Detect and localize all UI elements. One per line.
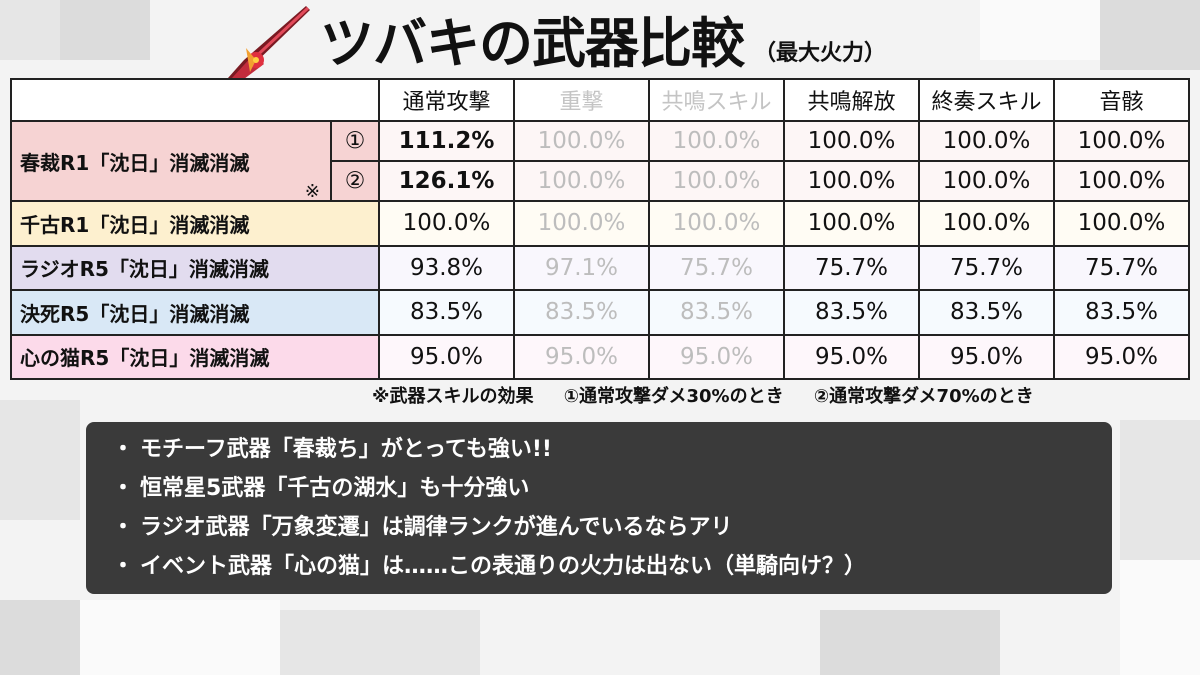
background-square [1120, 560, 1200, 675]
value-cell: 95.0% [783, 333, 920, 381]
column-header: 共鳴スキル [648, 78, 785, 122]
table-row: 春裁R1「沈日」消滅消滅 ※ ① 111.2% 100.0% 100.0% 10… [10, 119, 1190, 203]
value-cell: 100.0% [918, 160, 1055, 203]
value-cell: 75.7% [648, 244, 785, 292]
background-square [60, 0, 150, 60]
value-cell: 100.0% [918, 119, 1055, 163]
value-cell: 100.0% [783, 119, 920, 163]
summary-item: ・恒常星5武器「千古の湖水」も十分強い [112, 469, 1086, 508]
weapon-name: 春裁R1「沈日」消滅消滅 [20, 150, 250, 175]
case-label: ② [330, 160, 380, 203]
bullet-marker: ・ [112, 554, 135, 579]
value-cell: 95.0% [378, 333, 515, 381]
footnote-item: ②通常攻撃ダメ70%のとき [813, 386, 1034, 407]
table-row: 心の猫R5「沈日」消滅消滅 95.0% 95.0% 95.0% 95.0% 95… [10, 333, 1190, 381]
background-square [0, 0, 60, 60]
weapon-name: ラジオR5「沈日」消滅消滅 [10, 244, 380, 292]
value-cell: 100.0% [1053, 160, 1190, 203]
value-cell: 111.2% [378, 119, 515, 163]
case-label: ① [330, 119, 380, 163]
column-header: 音骸 [1053, 78, 1190, 122]
background-square [1120, 420, 1200, 560]
background-square [0, 600, 80, 675]
summary-text: 恒常星5武器「千古の湖水」も十分強い [140, 476, 530, 501]
weapon-name: 決死R5「沈日」消滅消滅 [10, 289, 380, 336]
title-sub: （最大火力） [754, 41, 887, 66]
background-square [280, 610, 480, 675]
value-cell: 100.0% [783, 200, 920, 247]
value-cell: 100.0% [783, 160, 920, 203]
value-cell: 95.0% [513, 333, 650, 381]
weapon-comparison-table: 通常攻撃 重撃 共鳴スキル 共鳴解放 終奏スキル 音骸 春裁R1「沈日」消滅消滅… [10, 78, 1190, 381]
value-cell: 100.0% [513, 119, 650, 163]
value-cell: 75.7% [1053, 244, 1190, 292]
bullet-marker: ・ [112, 476, 135, 501]
value-cell: 83.5% [648, 289, 785, 336]
value-cell: 100.0% [648, 160, 785, 203]
table-header-row: 通常攻撃 重撃 共鳴スキル 共鳴解放 終奏スキル 音骸 [10, 78, 1190, 122]
value-cell: 75.7% [918, 244, 1055, 292]
summary-item: ・モチーフ武器「春裁ち」がとっても強い!! [112, 430, 1086, 469]
table-row: ラジオR5「沈日」消滅消滅 93.8% 97.1% 75.7% 75.7% 75… [10, 244, 1190, 292]
bullet-marker: ・ [112, 515, 135, 540]
summary-panel: ・モチーフ武器「春裁ち」がとっても強い!! ・恒常星5武器「千古の湖水」も十分強… [86, 422, 1112, 594]
value-cell: 97.1% [513, 244, 650, 292]
title-main: ツバキの武器比較 [320, 12, 745, 75]
value-cell: 100.0% [648, 200, 785, 247]
value-cell: 95.0% [1053, 333, 1190, 381]
value-cell: 100.0% [918, 200, 1055, 247]
header-blank [10, 78, 380, 122]
summary-text: モチーフ武器「春裁ち」がとっても強い!! [140, 437, 552, 462]
column-header: 終奏スキル [918, 78, 1055, 122]
table-row: 千古R1「沈日」消滅消滅 100.0% 100.0% 100.0% 100.0%… [10, 200, 1190, 247]
weapon-name: 千古R1「沈日」消滅消滅 [10, 200, 380, 247]
value-cell: 95.0% [648, 333, 785, 381]
value-cell: 100.0% [513, 160, 650, 203]
weapon-name: 心の猫R5「沈日」消滅消滅 [10, 333, 380, 381]
value-cell: 83.5% [1053, 289, 1190, 336]
background-square [80, 600, 280, 675]
column-header: 共鳴解放 [783, 78, 920, 122]
background-square [0, 400, 80, 520]
table-row: 決死R5「沈日」消滅消滅 83.5% 83.5% 83.5% 83.5% 83.… [10, 289, 1190, 336]
summary-text: イベント武器「心の猫」は……この表通りの火力は出ない（単騎向け？） [140, 554, 867, 579]
column-header: 通常攻撃 [378, 78, 515, 122]
value-cell: 93.8% [378, 244, 515, 292]
value-cell: 100.0% [378, 200, 515, 247]
note-mark: ※ [304, 181, 320, 202]
footnote-item: ①通常攻撃ダメ30%のとき [563, 386, 784, 407]
sword-icon [228, 6, 310, 82]
value-cell: 100.0% [1053, 200, 1190, 247]
summary-item: ・ラジオ武器「万象変遷」は調律ランクが進んでいるならアリ [112, 508, 1086, 547]
weapon-name-cell: 春裁R1「沈日」消滅消滅 ※ [10, 119, 332, 203]
value-cell: 83.5% [918, 289, 1055, 336]
value-cell: 83.5% [378, 289, 515, 336]
value-cell: 126.1% [378, 160, 515, 203]
summary-list: ・モチーフ武器「春裁ち」がとっても強い!! ・恒常星5武器「千古の湖水」も十分強… [112, 430, 1086, 586]
value-cell: 83.5% [513, 289, 650, 336]
value-cell: 100.0% [648, 119, 785, 163]
background-square [980, 0, 1100, 60]
value-cell: 100.0% [513, 200, 650, 247]
summary-item: ・イベント武器「心の猫」は……この表通りの火力は出ない（単騎向け？） [112, 547, 1086, 586]
background-square [820, 610, 1000, 675]
page-title: ツバキの武器比較 （最大火力） [320, 0, 886, 80]
bullet-marker: ・ [112, 437, 135, 462]
value-cell: 75.7% [783, 244, 920, 292]
table-row: ② 126.1% 100.0% 100.0% 100.0% 100.0% 100… [11, 160, 1190, 203]
value-cell: 83.5% [783, 289, 920, 336]
background-square [1100, 0, 1200, 70]
footnote: ※武器スキルの効果 ①通常攻撃ダメ30%のとき ②通常攻撃ダメ70%のとき [372, 382, 1058, 408]
value-cell: 95.0% [918, 333, 1055, 381]
value-cell: 100.0% [1053, 119, 1190, 163]
column-header: 重撃 [513, 78, 650, 122]
footnote-item: ※武器スキルの効果 [372, 386, 534, 407]
summary-text: ラジオ武器「万象変遷」は調律ランクが進んでいるならアリ [140, 515, 733, 540]
